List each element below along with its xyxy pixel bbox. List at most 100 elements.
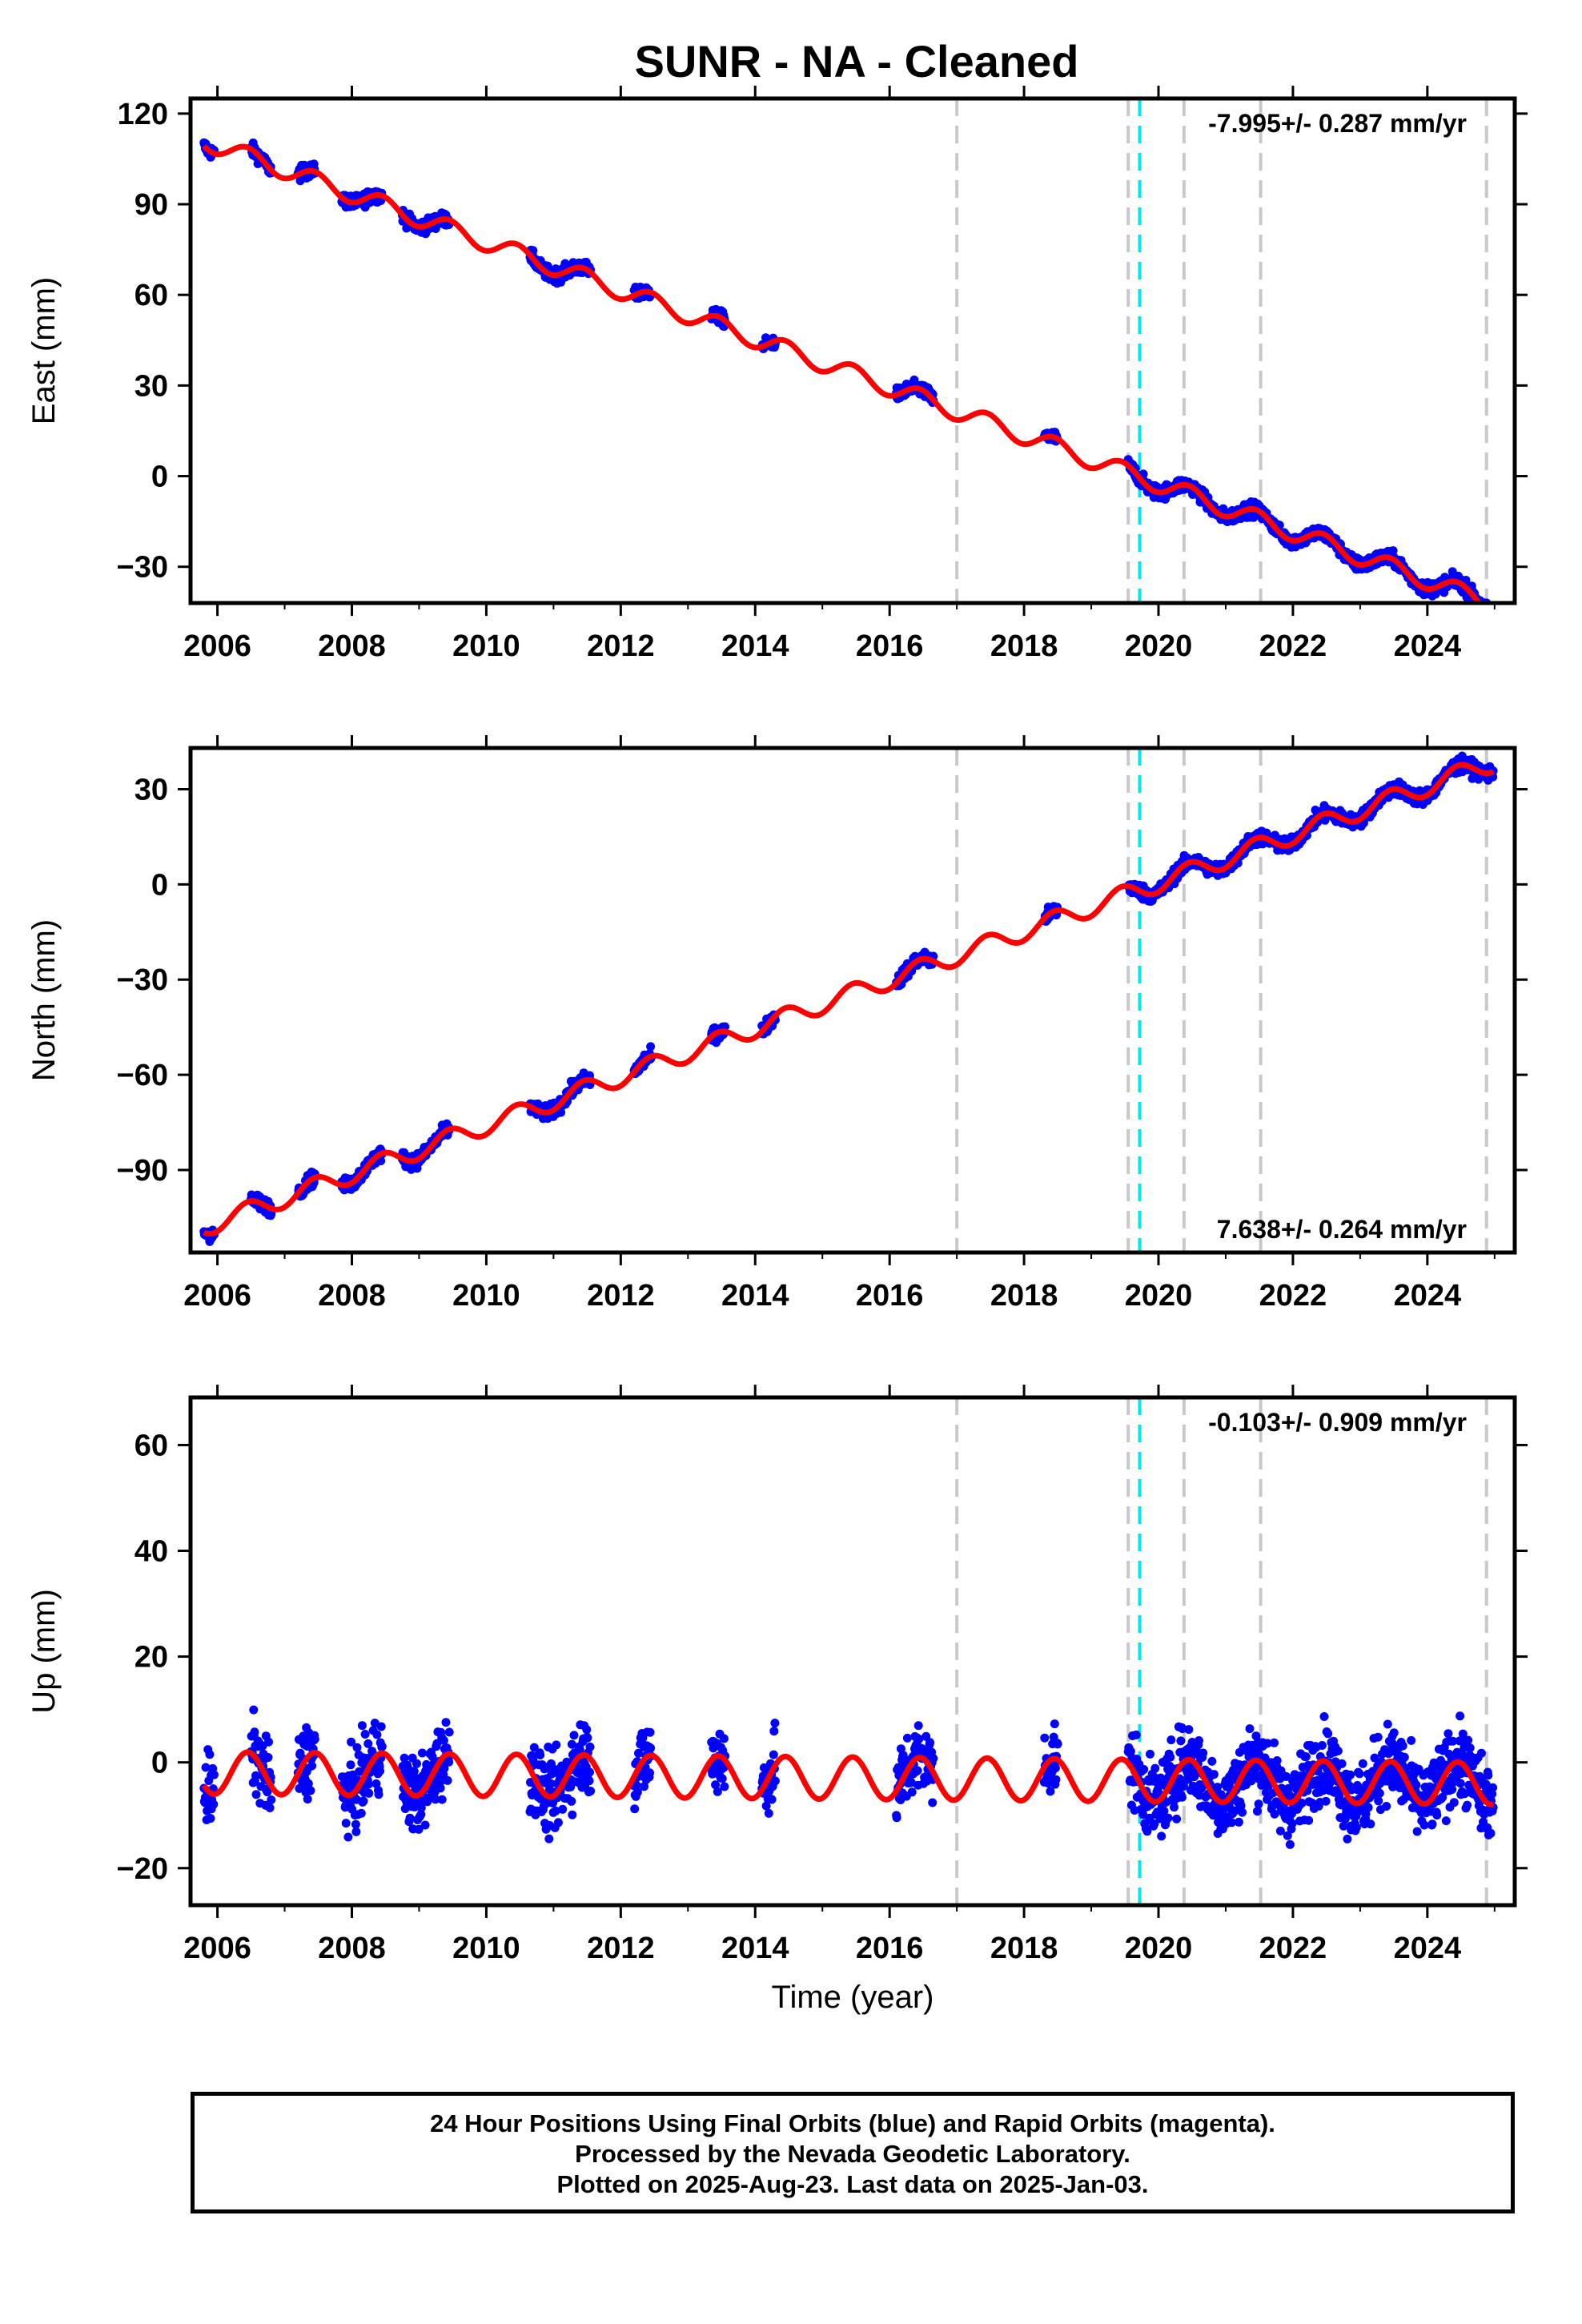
data-point [585,1742,595,1751]
data-point [1209,1770,1219,1779]
data-point [1412,1827,1422,1836]
data-point [1398,1741,1407,1751]
x-tick-label: 2022 [1259,1932,1327,1965]
data-point [1272,1756,1282,1765]
velocity-label: -7.995+/- 0.287 mm/yr [1208,109,1467,138]
data-point [1283,1831,1292,1840]
data-point [1166,1735,1176,1745]
data-point [1245,1724,1255,1734]
data-point [1150,1819,1159,1828]
x-tick-label: 2016 [856,1932,924,1965]
y-tick-label: 30 [135,774,168,807]
data-point [1388,546,1398,556]
x-tick-label: 2024 [1394,1279,1462,1313]
data-point [1419,1820,1429,1830]
data-point [444,1727,454,1737]
data-point [1373,1732,1383,1742]
data-point [1488,609,1497,618]
data-point [1486,607,1495,616]
data-point [405,1813,415,1823]
data-point [928,1798,938,1807]
x-tick-label: 2008 [318,1279,386,1313]
data-point [929,1754,938,1763]
data-point [1139,1765,1149,1774]
model-line [202,143,1484,603]
data-point [1358,1759,1367,1768]
x-tick-label: 2010 [452,1279,520,1313]
data-point [1489,613,1498,621]
data-point [372,1730,382,1739]
data-point [1432,1811,1442,1820]
data-point [1441,1816,1451,1826]
data-point [1321,1796,1331,1806]
data-point [585,1767,594,1777]
data-point [1476,605,1485,613]
data-point [1253,1807,1262,1816]
x-tick-label: 2018 [990,1279,1058,1313]
y-tick-label: 20 [135,1641,168,1675]
y-tick-label: −60 [117,1059,168,1092]
data-point [1176,1736,1186,1746]
footer-line-3: Plotted on 2025-Aug-23. Last data on 202… [556,2170,1149,2198]
panel-2: 2006 2008 2010 2012 2014 2016 2018 2020 2022 2024… [26,735,1528,1313]
data-point [770,1776,780,1786]
x-tick-label: 2010 [452,1932,520,1965]
data-point [1050,1719,1059,1729]
data-point [1363,1803,1373,1812]
data-point [575,1745,584,1755]
data-point [1488,605,1497,614]
panel-1: 2006 2008 2010 2012 2014 2016 2018 2020 2022 2024… [26,86,1528,663]
data-point [584,1776,594,1786]
data-point [544,1834,554,1844]
data-point [249,1705,259,1715]
data-point [536,1751,545,1759]
y-tick-label: −30 [117,963,168,997]
data-point [1481,605,1490,613]
data-point [529,1743,539,1752]
data-point [310,1735,319,1744]
data-point [586,1787,596,1795]
data-point [646,1042,656,1051]
data-point [767,1795,777,1804]
data-point [307,1761,317,1771]
data-point [1172,1814,1182,1823]
data-point [1282,1772,1291,1781]
data-point [209,1799,219,1809]
data-point [437,1795,447,1804]
plot-area-2 [199,748,1498,1252]
y-tick-label: 60 [135,1429,168,1462]
data-point [761,1801,771,1811]
data-point [764,1808,773,1818]
data-point [1270,1738,1279,1747]
data-point [303,1795,312,1804]
data-point [1270,1809,1279,1819]
x-tick-label: 2008 [318,1932,386,1965]
x-tick-label: 2024 [1394,1932,1462,1965]
data-point [711,1780,721,1790]
data-point [352,1743,362,1752]
data-point [1333,1746,1343,1755]
footer-box: 24 Hour Positions Using Final Orbits (bl… [191,2092,1515,2213]
x-tick-label: 2006 [183,629,251,663]
data-point [1411,1780,1421,1790]
panel-3: 2006 2008 2010 2012 2014 2016 2018 2020 2022 2024… [26,1385,1528,2015]
data-point [347,1737,356,1747]
data-point [1199,1748,1208,1758]
x-tick-label: 2012 [587,1932,655,1965]
data-point [356,1808,366,1818]
x-tick-label: 2022 [1259,1279,1327,1313]
y-tick-label: 40 [135,1535,168,1569]
y-tick-label: 120 [118,98,168,131]
data-point [1484,609,1493,617]
footer-line-1: 24 Hour Positions Using Final Orbits (bl… [430,2109,1275,2137]
x-tick-label: 2018 [990,1932,1058,1965]
data-point [351,1827,361,1836]
data-point [1254,1799,1263,1809]
data-point [717,1774,727,1783]
data-point [1184,1725,1194,1735]
data-point [1040,1733,1050,1743]
x-tick-label: 2014 [721,1279,789,1313]
y-tick-label: 60 [135,279,168,312]
data-point [371,1779,381,1788]
